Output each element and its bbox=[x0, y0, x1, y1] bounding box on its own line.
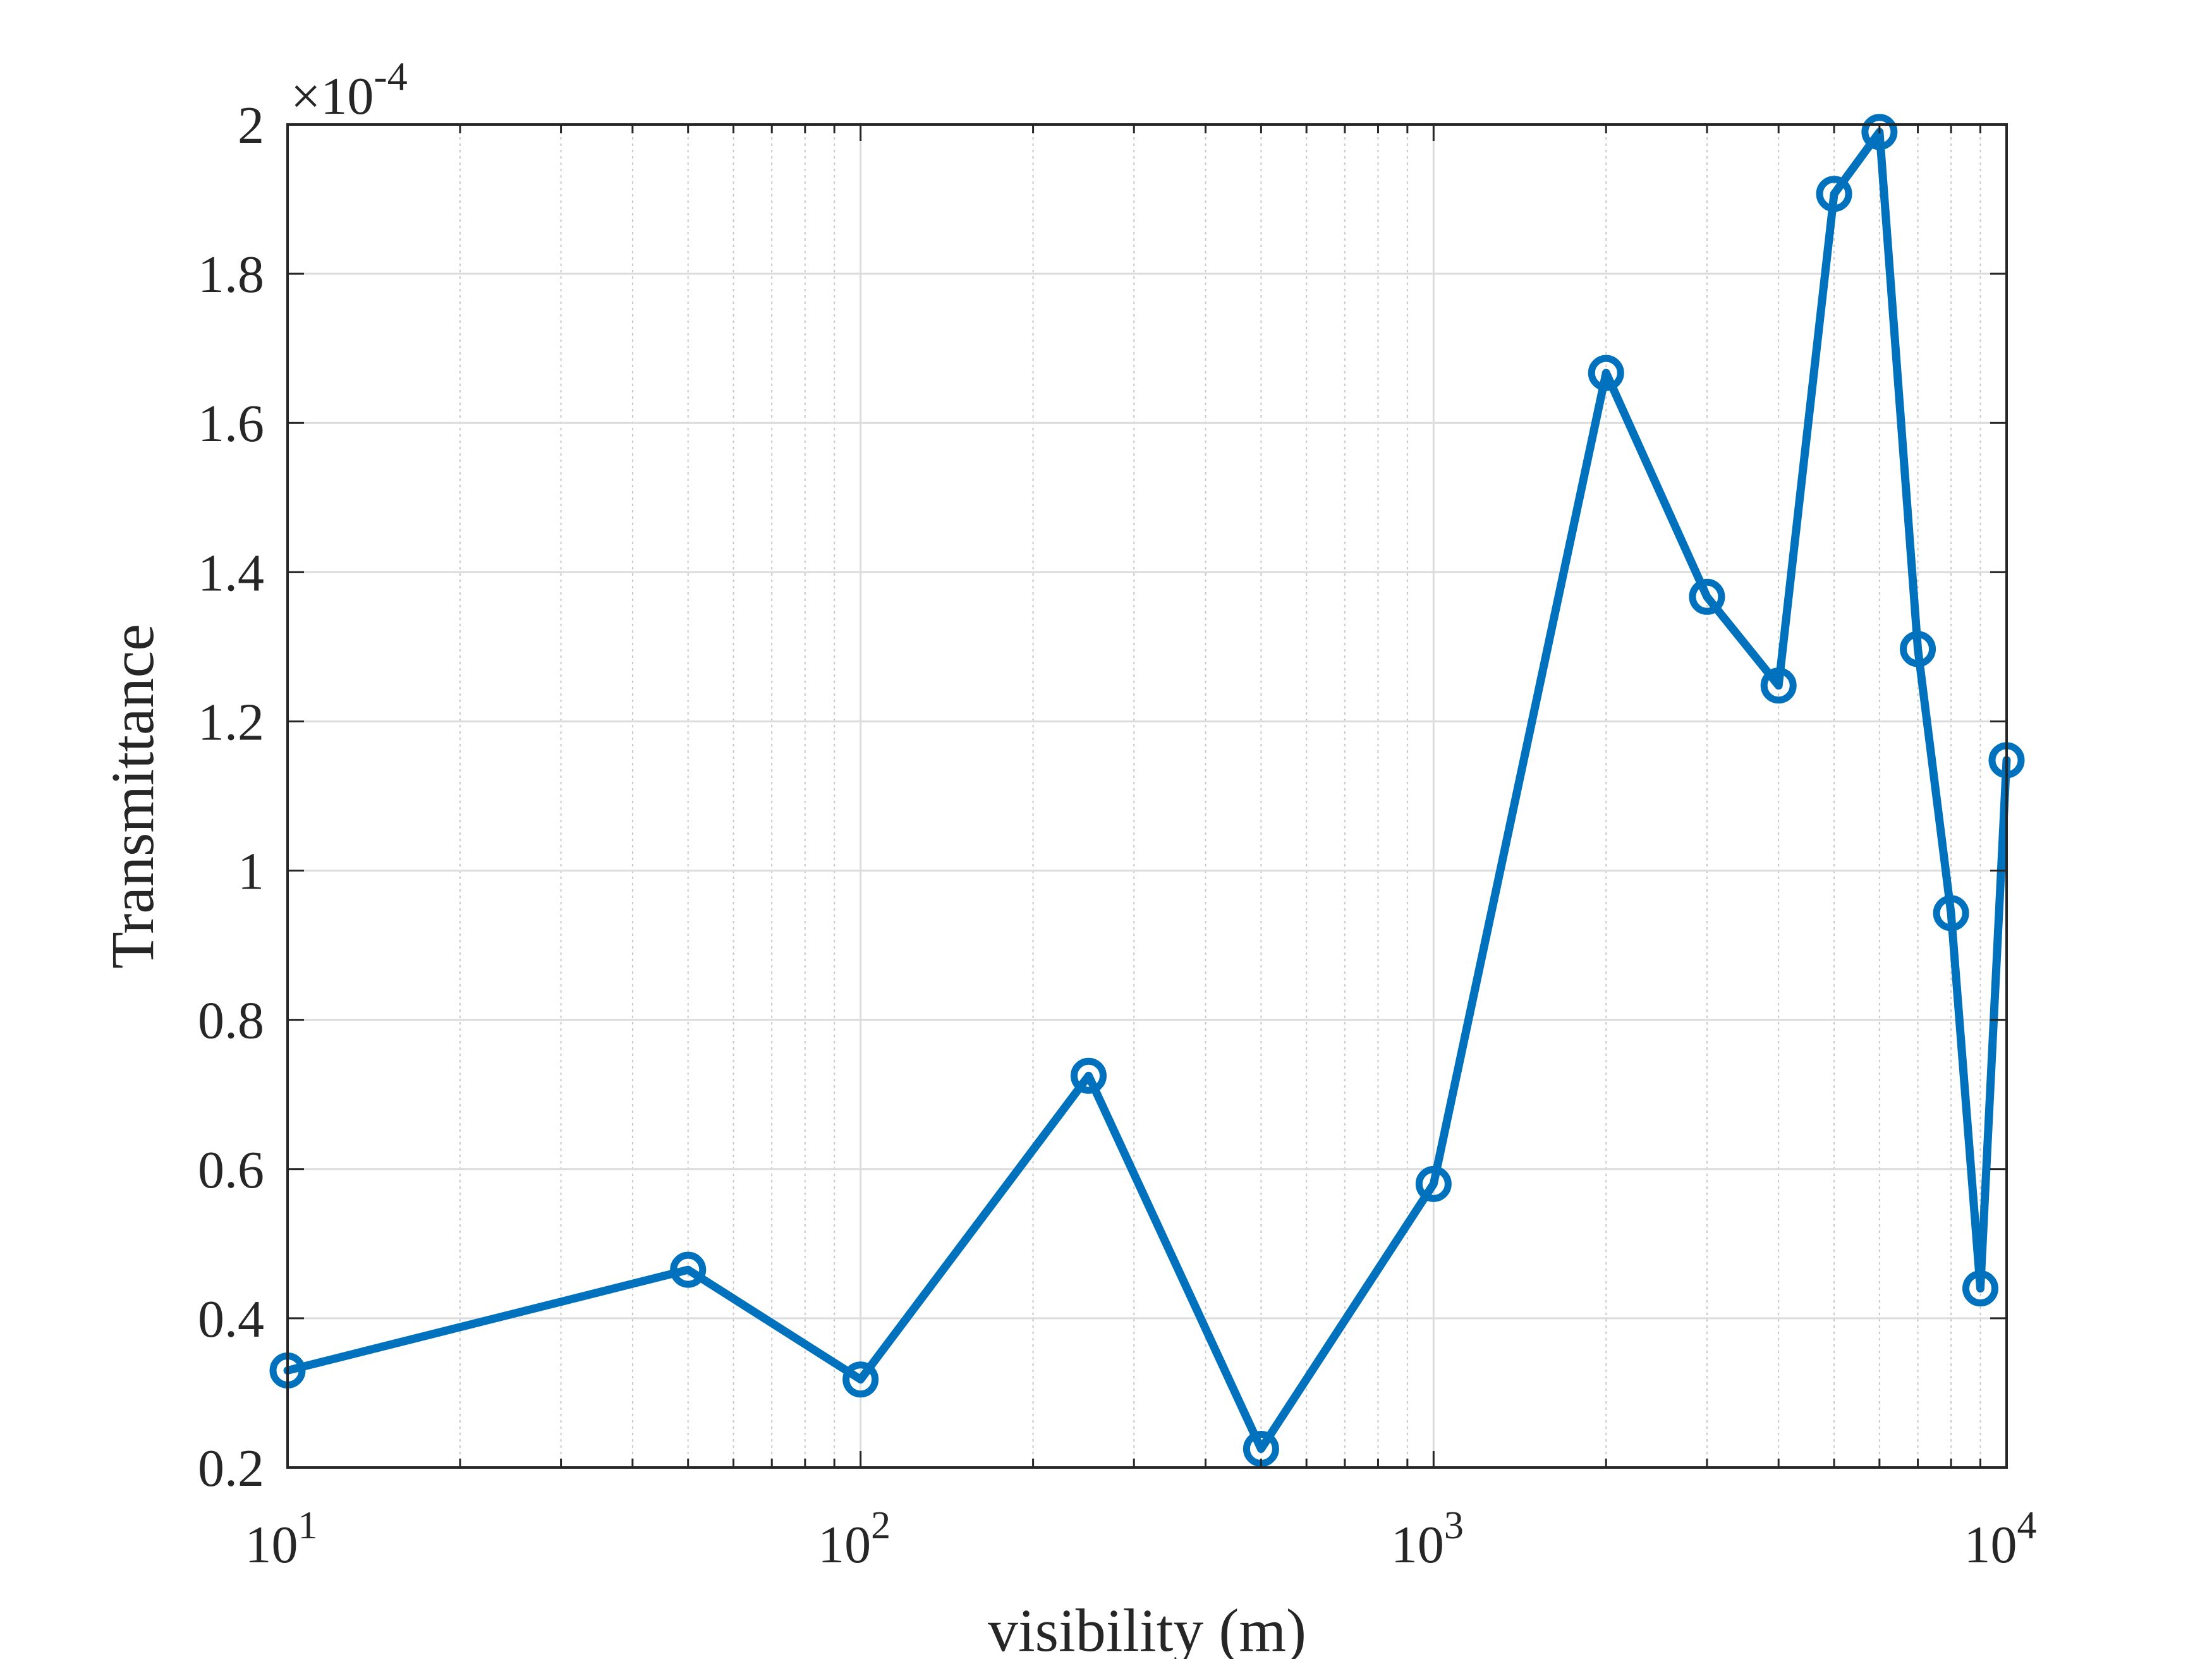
y-axis-label: Transmittance bbox=[99, 624, 166, 969]
x-tick-base: 10 bbox=[818, 1516, 871, 1574]
y-tick-label: 2 bbox=[238, 96, 264, 155]
y-exponent-multiplier: ×10-4 bbox=[291, 54, 408, 126]
y-tick-label: 1 bbox=[238, 842, 264, 901]
x-tick-base: 10 bbox=[245, 1516, 298, 1574]
data-point bbox=[1962, 1270, 1999, 1307]
data-point bbox=[1933, 895, 1969, 932]
x-tick-exponent: 4 bbox=[2017, 1504, 2037, 1547]
y-tick-label: 0.8 bbox=[198, 992, 264, 1050]
x-tick-label: 102 bbox=[818, 1504, 890, 1574]
x-tick-label: 104 bbox=[1964, 1504, 2037, 1574]
y-tick-label: 1.8 bbox=[198, 245, 264, 304]
data-point bbox=[1760, 667, 1797, 704]
plot-frame bbox=[286, 123, 2008, 1469]
plot-area bbox=[288, 125, 2007, 1468]
y-tick-label: 1.4 bbox=[198, 544, 264, 602]
y-exponent-power: -4 bbox=[374, 54, 407, 99]
data-point bbox=[842, 1361, 879, 1398]
data-point bbox=[1070, 1057, 1107, 1094]
data-point bbox=[1861, 114, 1898, 150]
y-tick-label: 1.2 bbox=[198, 693, 264, 751]
x-tick-base: 10 bbox=[1391, 1516, 1444, 1574]
ticks bbox=[286, 123, 2008, 1469]
series-line bbox=[283, 128, 2011, 1453]
data-point bbox=[1415, 1165, 1452, 1202]
y-exponent-base: ×10 bbox=[291, 67, 374, 126]
x-tick-exponent: 3 bbox=[1444, 1504, 1464, 1547]
data-point bbox=[1900, 631, 1936, 667]
x-tick-label: 103 bbox=[1391, 1504, 1464, 1574]
x-tick-exponent: 1 bbox=[298, 1504, 318, 1547]
x-tick-exponent: 2 bbox=[871, 1504, 890, 1547]
data-point bbox=[1588, 355, 1624, 391]
data-point bbox=[670, 1251, 707, 1288]
y-tick-label: 1.6 bbox=[198, 394, 264, 453]
x-tick-base: 10 bbox=[1964, 1516, 2017, 1574]
series-layer bbox=[269, 114, 2025, 1467]
data-point bbox=[1816, 176, 1852, 212]
x-axis-label: visibility (m) bbox=[988, 1596, 1306, 1659]
x-tick-label: 101 bbox=[245, 1504, 318, 1574]
y-tick-label: 0.4 bbox=[198, 1290, 264, 1349]
data-point bbox=[1689, 578, 1725, 615]
y-tick-label: 0.2 bbox=[198, 1439, 264, 1498]
y-tick-label: 0.6 bbox=[198, 1141, 264, 1200]
